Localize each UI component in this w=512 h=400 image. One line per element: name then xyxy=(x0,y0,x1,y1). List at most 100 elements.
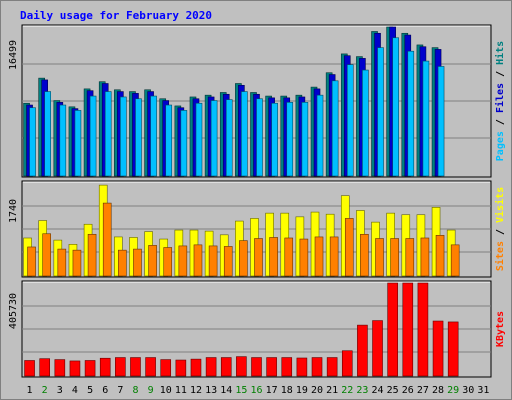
x-tick-day-2: 2 xyxy=(42,385,48,396)
panel-visits-series-legend: Sites / Visits xyxy=(494,187,506,271)
x-tick-day-19: 19 xyxy=(296,385,308,396)
bar-hits-pages-day-11 xyxy=(180,110,188,177)
bar-visits-sites-day-9 xyxy=(148,245,157,277)
panel-visits-max-label: 1740 xyxy=(8,199,19,223)
bar-hits-pages-day-1 xyxy=(29,107,36,177)
x-tick-day-14: 14 xyxy=(220,385,232,396)
bar-hits-pages-day-14 xyxy=(225,99,233,177)
bar-visits-sites-day-14 xyxy=(223,246,233,277)
bar-hits-pages-day-28 xyxy=(437,66,445,177)
x-tick-day-13: 13 xyxy=(205,385,217,396)
panel-hits: 16499 Pages / Files / Hits xyxy=(8,24,506,178)
bar-visits-sites-day-29 xyxy=(450,244,460,277)
bar-hits-pages-day-13 xyxy=(210,100,218,177)
bar-kbytes-kbytes-day-8 xyxy=(130,357,141,377)
x-tick-day-21: 21 xyxy=(326,385,338,396)
x-tick-day-9: 9 xyxy=(148,385,154,396)
bar-hits-pages-day-4 xyxy=(74,110,82,177)
bar-hits-pages-day-10 xyxy=(165,104,173,177)
bar-kbytes-kbytes-day-19 xyxy=(296,357,308,377)
bar-kbytes-kbytes-day-6 xyxy=(99,357,111,377)
x-tick-day-28: 28 xyxy=(432,385,444,396)
bar-kbytes-kbytes-day-20 xyxy=(311,357,323,377)
chart-title: Daily usage for February 2020 xyxy=(20,9,212,22)
panel-hits-max-label: 16499 xyxy=(8,40,19,70)
bar-kbytes-kbytes-day-10 xyxy=(160,359,172,377)
bar-kbytes-kbytes-day-28 xyxy=(432,320,444,377)
bar-visits-sites-day-21 xyxy=(329,236,339,277)
bar-kbytes-kbytes-day-22 xyxy=(341,350,353,377)
panel-visits: 1740 Sites / Visits xyxy=(8,180,506,278)
bar-visits-sites-day-19 xyxy=(299,238,309,277)
x-tick-day-31: 31 xyxy=(477,385,489,396)
bar-visits-sites-day-2 xyxy=(42,233,51,277)
bar-kbytes-kbytes-day-11 xyxy=(175,359,187,377)
bar-hits-pages-day-26 xyxy=(407,50,415,177)
bar-visits-sites-day-26 xyxy=(405,238,415,277)
bar-hits-pages-day-22 xyxy=(346,64,354,177)
bar-hits-pages-day-18 xyxy=(286,102,294,177)
bar-hits-pages-day-16 xyxy=(256,98,263,177)
bar-visits-sites-day-24 xyxy=(375,238,384,277)
bar-hits-pages-day-21 xyxy=(331,80,339,177)
bar-kbytes-kbytes-day-1 xyxy=(24,360,35,377)
x-tick-day-4: 4 xyxy=(72,385,78,396)
bar-visits-sites-day-23 xyxy=(360,233,369,277)
x-tick-day-16: 16 xyxy=(250,385,262,396)
legend-part-visits-0: Sites xyxy=(494,241,506,271)
bar-visits-sites-day-15 xyxy=(239,240,248,277)
bar-visits-sites-day-18 xyxy=(284,237,294,277)
bar-hits-pages-day-12 xyxy=(195,102,203,177)
x-tick-day-6: 6 xyxy=(102,385,108,396)
legend-part-hits-2: Files xyxy=(494,83,506,113)
x-tick-day-20: 20 xyxy=(311,385,323,396)
bar-kbytes-kbytes-day-2 xyxy=(39,358,50,377)
bar-kbytes-kbytes-day-4 xyxy=(69,360,81,377)
x-tick-day-25: 25 xyxy=(387,385,399,396)
bar-visits-sites-day-4 xyxy=(72,249,82,277)
x-tick-day-30: 30 xyxy=(462,385,474,396)
bar-hits-pages-day-19 xyxy=(301,102,309,177)
x-tick-day-11: 11 xyxy=(175,385,187,396)
bar-visits-sites-day-22 xyxy=(344,218,354,277)
bar-kbytes-kbytes-day-26 xyxy=(402,282,414,377)
x-tick-day-26: 26 xyxy=(402,385,414,396)
panel-kbytes: 405730 KBytes xyxy=(8,280,506,378)
x-tick-day-23: 23 xyxy=(356,385,368,396)
bar-hits-pages-day-5 xyxy=(89,95,97,177)
bar-visits-sites-day-7 xyxy=(118,249,127,277)
bar-visits-sites-day-16 xyxy=(254,238,263,277)
x-tick-day-22: 22 xyxy=(341,385,353,396)
bar-hits-pages-day-23 xyxy=(362,69,369,177)
legend-part-hits-3: / xyxy=(495,65,506,83)
bar-visits-sites-day-27 xyxy=(420,237,430,277)
panel-kbytes-series-legend: KBytes xyxy=(495,311,506,347)
x-tick-day-29: 29 xyxy=(447,385,459,396)
x-tick-day-17: 17 xyxy=(266,385,278,396)
bar-hits-pages-day-25 xyxy=(392,37,399,177)
x-tick-day-24: 24 xyxy=(372,385,384,396)
bar-visits-sites-day-13 xyxy=(208,245,218,277)
x-tick-day-8: 8 xyxy=(132,385,138,396)
x-tick-day-3: 3 xyxy=(57,385,63,396)
bar-hits-pages-day-8 xyxy=(135,98,142,177)
panel-kbytes-max-label: 405730 xyxy=(8,293,19,329)
legend-part-kbytes-0: KBytes xyxy=(495,311,506,347)
bar-hits-pages-day-3 xyxy=(59,104,67,177)
bar-hits-pages-day-2 xyxy=(44,91,51,177)
bar-hits-pages-day-15 xyxy=(241,91,248,177)
legend-part-hits-0: Pages xyxy=(495,131,506,161)
bar-hits-pages-day-7 xyxy=(120,96,127,177)
bar-kbytes-kbytes-day-21 xyxy=(326,357,338,377)
bar-visits-sites-day-6 xyxy=(102,202,112,277)
bar-visits-sites-day-28 xyxy=(435,235,445,277)
x-tick-day-10: 10 xyxy=(160,385,172,396)
bar-visits-sites-day-25 xyxy=(390,238,399,277)
bar-kbytes-kbytes-day-29 xyxy=(447,321,459,377)
bar-kbytes-kbytes-day-14 xyxy=(220,357,232,377)
bar-visits-sites-day-8 xyxy=(133,248,142,277)
panel-hits-series-legend: Pages / Files / Hits xyxy=(494,41,506,161)
bar-visits-sites-day-3 xyxy=(57,248,67,277)
bar-visits-sites-day-11 xyxy=(178,245,188,277)
